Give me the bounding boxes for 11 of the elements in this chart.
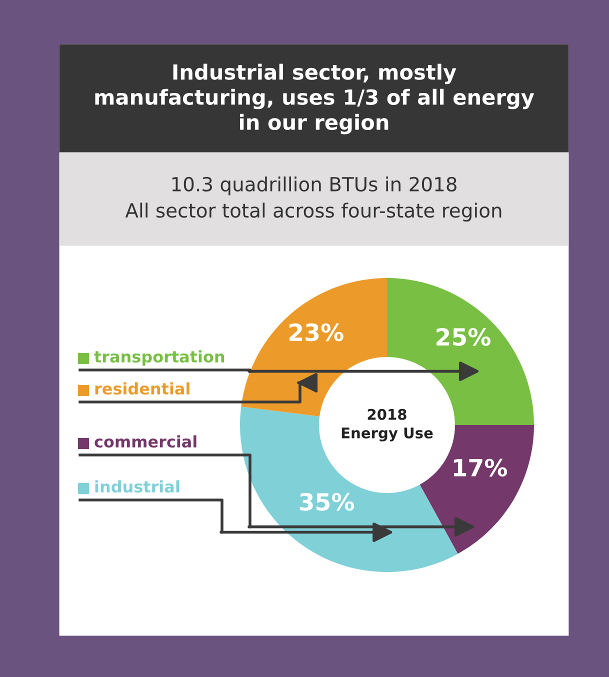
legend-label: commercial bbox=[94, 435, 196, 448]
legend-label: transportation bbox=[94, 350, 224, 366]
chart-title: Industrial sector, mostly manufacturing, uses 1/3 of all energy in our region bbox=[95, 64, 534, 134]
chart-subtitle: 10.3 quadrillion BTUs in 2018 All sector total across four-state region bbox=[125, 176, 502, 222]
data-label: 23% bbox=[290, 323, 344, 342]
data-label: 35% bbox=[300, 492, 354, 511]
data-label: 25% bbox=[436, 328, 491, 346]
text: 2018 Energy Use bbox=[342, 408, 433, 442]
data-label: 17% bbox=[454, 458, 508, 477]
legend-label: residential bbox=[95, 382, 190, 395]
legend-label: industrial bbox=[95, 480, 180, 493]
